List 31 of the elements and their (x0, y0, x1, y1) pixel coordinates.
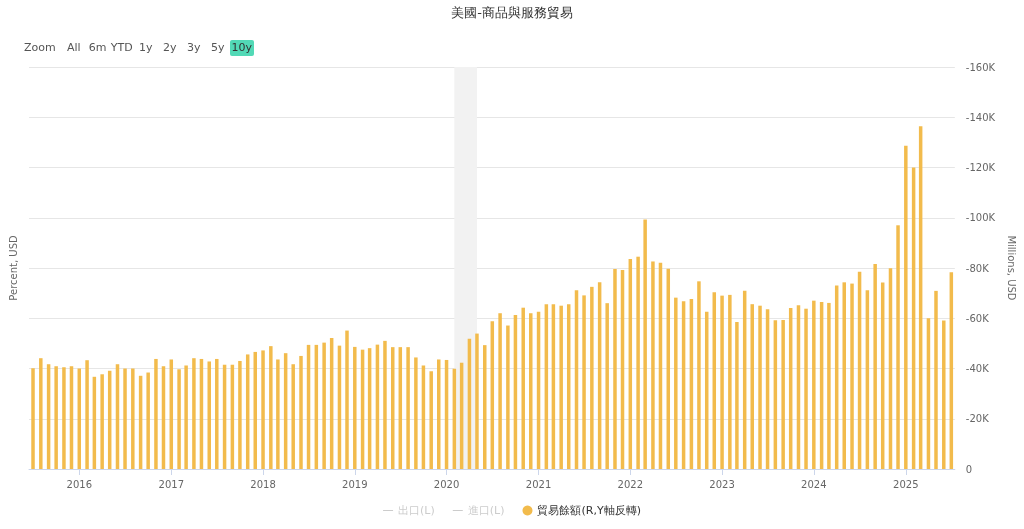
x-tick-label: 2024 (801, 478, 827, 490)
y2-tick-label: -160K (965, 61, 996, 73)
text: 1y (138, 41, 153, 54)
x-tick-label: 2016 (66, 478, 92, 490)
x-tick-label: 2017 (158, 478, 185, 490)
x-tick-label: 2020 (433, 478, 460, 490)
y2-axis-title: Millions, USD (1005, 235, 1017, 301)
chart-title: 美國-商品與服務貿易 (451, 5, 573, 20)
y2-tick-label: -80K (965, 262, 990, 274)
x-tick-label: 2023 (709, 478, 735, 490)
x-tick-label: 2021 (525, 478, 552, 490)
x-tick-label: 2022 (617, 478, 644, 490)
y2-tick-label: 0 (965, 463, 973, 475)
y2-tick-label: -140K (965, 111, 996, 123)
x-tick-label: 2019 (342, 478, 368, 490)
text: Zoom (24, 41, 56, 54)
x-tick-label: 2025 (893, 478, 919, 490)
y2-tick-label: -60K (965, 312, 990, 324)
text: 5y (210, 41, 225, 54)
text: 3y (186, 41, 201, 54)
text: 2y (162, 41, 177, 54)
text: All (66, 41, 81, 54)
legend-label: 貿易餘額(R,Y軸反轉) (537, 504, 641, 517)
y2-tick-label: -120K (965, 162, 996, 173)
text: YTD (110, 41, 133, 54)
y2-tick-label: -100K (965, 212, 996, 224)
y-axis-title: Percent, USD (7, 235, 19, 301)
y2-tick-label: -40K (965, 363, 990, 374)
x-tick-label: 2018 (250, 478, 276, 490)
y2-tick-label: -20K (965, 413, 990, 425)
text: 6m (88, 41, 107, 54)
